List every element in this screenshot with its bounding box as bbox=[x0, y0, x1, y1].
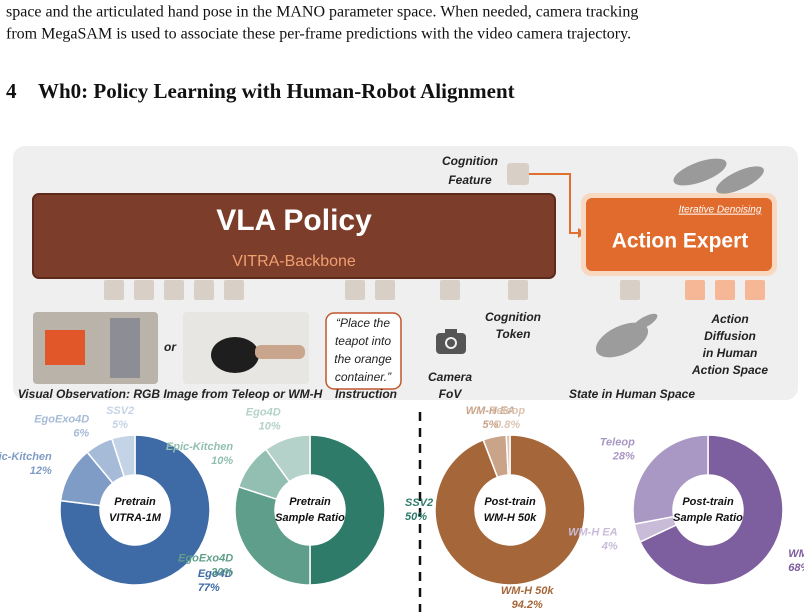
slice-value: 30% bbox=[211, 567, 233, 579]
vla-box bbox=[32, 193, 556, 279]
photo bbox=[33, 312, 158, 384]
caption: Visual Observation: RGB Image from Teleo… bbox=[18, 387, 323, 401]
photo bbox=[183, 312, 309, 384]
donut-slice bbox=[632, 434, 709, 525]
label: Action bbox=[710, 312, 748, 326]
slice-label: WM-H 50k bbox=[788, 548, 804, 560]
body-line: space and the articulated hand pose in t… bbox=[6, 4, 638, 21]
slice-label: WM-H 50k bbox=[501, 585, 554, 597]
donut-slice bbox=[505, 434, 511, 476]
iterative-label: Iterative Denoising bbox=[679, 205, 762, 216]
donut-slice bbox=[434, 434, 586, 586]
slice-value: 5% bbox=[482, 419, 498, 431]
label: in Human bbox=[703, 346, 758, 360]
donut-slice bbox=[639, 434, 784, 586]
hand bbox=[595, 313, 658, 358]
donut-center-label: Sample Ratio bbox=[275, 512, 345, 524]
label: Diffusion bbox=[704, 329, 756, 343]
slice-label: SSV2 bbox=[405, 497, 433, 509]
slice-label: EgoExo4D bbox=[34, 414, 89, 426]
donut-center-label: Pretrain bbox=[289, 496, 331, 508]
label: Cognition bbox=[442, 154, 498, 168]
donut-center-label: Post-train bbox=[682, 496, 734, 508]
donut-center-label: Post-train bbox=[484, 496, 536, 508]
body-line: from MegaSAM is used to associate these … bbox=[6, 26, 631, 43]
slice-label: SSV2 bbox=[106, 405, 134, 417]
donut-slice bbox=[110, 434, 136, 478]
slice-value: 28% bbox=[612, 450, 635, 462]
donut-center-label: VITRA-1M bbox=[109, 512, 162, 524]
or-label: or bbox=[164, 340, 177, 354]
slice-label: WM-H EA bbox=[466, 405, 516, 417]
label: Camera bbox=[428, 370, 472, 384]
slice-value: 0.8% bbox=[495, 419, 520, 431]
slice-value: 77% bbox=[198, 582, 220, 594]
donut-center-label: WM-H 50k bbox=[484, 512, 537, 524]
slice-value: 10% bbox=[211, 455, 233, 467]
slice-label: Epic-Kitchen bbox=[166, 441, 234, 453]
token bbox=[507, 163, 529, 185]
arrow bbox=[529, 173, 580, 234]
instruction-line: “Place the bbox=[336, 316, 390, 330]
label: Token bbox=[496, 327, 531, 341]
section-number: 4 bbox=[6, 79, 17, 103]
donut-slice bbox=[234, 485, 311, 586]
slice-value: 12% bbox=[30, 465, 52, 477]
slice-value: 5% bbox=[112, 419, 128, 431]
slice-label: Teleop bbox=[600, 436, 635, 448]
slice-label: EgoExo4D bbox=[178, 553, 233, 565]
slice-value: 4% bbox=[601, 540, 618, 552]
instruction-line: the orange bbox=[334, 352, 392, 366]
vla-backbone: VITRA-Backbone bbox=[232, 253, 356, 270]
slice-value: 94.2% bbox=[512, 599, 543, 611]
slice-label: WM-H EA bbox=[568, 526, 618, 538]
donut-slice bbox=[59, 434, 211, 586]
caption: State in Human Space bbox=[569, 387, 695, 401]
label: Cognition bbox=[485, 310, 541, 324]
label: FoV bbox=[439, 387, 463, 401]
action-expert-title: Action Expert bbox=[612, 230, 749, 253]
donut-slice bbox=[309, 434, 386, 586]
slice-label: Ego4D bbox=[198, 568, 233, 580]
instruction-line: teapot into bbox=[335, 334, 391, 348]
slice-value: 50% bbox=[405, 511, 427, 523]
vla-title: VLA Policy bbox=[216, 204, 372, 237]
caption: Instruction bbox=[335, 387, 397, 401]
action-tokens bbox=[685, 280, 765, 300]
donut-center-label: Sample Ratio bbox=[673, 512, 743, 524]
action-expert-box bbox=[586, 198, 772, 271]
camera-icon bbox=[436, 329, 466, 354]
hands-top bbox=[673, 158, 764, 194]
slice-label: Teleop bbox=[490, 405, 525, 417]
donut-slice bbox=[264, 434, 311, 483]
slice-value: 68% bbox=[788, 562, 804, 574]
label: Action Space bbox=[691, 363, 768, 377]
slice-value: 6% bbox=[73, 428, 89, 440]
instruction-line: container.” bbox=[335, 370, 392, 384]
token-row bbox=[104, 280, 640, 300]
slice-value: 10% bbox=[259, 421, 281, 433]
donut-center-label: Pretrain bbox=[114, 496, 156, 508]
instruction-box bbox=[325, 312, 402, 390]
slice-label: Ego4D bbox=[246, 407, 281, 419]
label: Feature bbox=[448, 173, 492, 187]
section-title: Wh0: Policy Learning with Human-Robot Al… bbox=[38, 79, 515, 103]
slice-label: Epic-Kitchen bbox=[0, 451, 52, 463]
